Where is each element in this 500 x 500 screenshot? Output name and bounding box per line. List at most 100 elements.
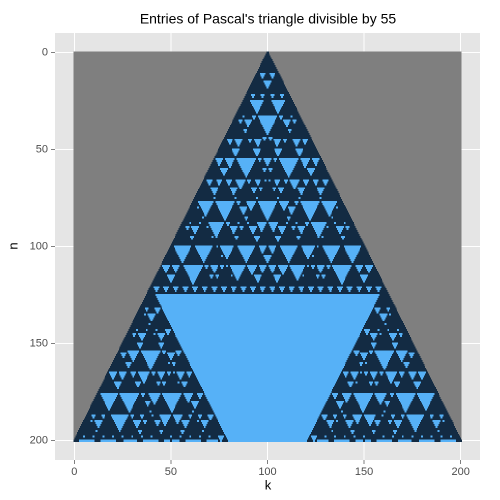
cell <box>82 422 96 425</box>
cell <box>153 363 174 367</box>
cell <box>348 398 357 402</box>
divisible-cell <box>394 381 401 384</box>
divisible-cell <box>254 109 260 112</box>
cell <box>370 288 377 291</box>
divisible-cell <box>336 400 345 404</box>
cell <box>357 373 366 376</box>
divisible-cell <box>351 261 354 264</box>
cell <box>279 278 297 281</box>
divisible-cell <box>337 286 344 289</box>
cell <box>206 171 223 175</box>
cell <box>242 119 245 122</box>
cell <box>265 138 270 142</box>
cell <box>295 121 304 124</box>
divisible-cell <box>380 361 389 365</box>
divisible-cell <box>289 179 300 182</box>
divisible-cell <box>160 377 163 380</box>
cell <box>369 398 378 402</box>
divisible-cell <box>281 272 285 275</box>
divisible-cell <box>268 179 271 182</box>
divisible-cell <box>421 400 432 404</box>
cell <box>106 373 111 376</box>
cell <box>423 435 432 438</box>
divisible-cell <box>259 72 266 76</box>
cell <box>385 394 392 398</box>
divisible-cell <box>225 433 311 437</box>
cell <box>153 317 168 320</box>
divisible-cell <box>375 352 394 355</box>
divisible-cell <box>253 105 262 109</box>
divisible-cell <box>194 231 197 235</box>
divisible-cell <box>204 264 209 268</box>
cell <box>396 429 415 433</box>
cell <box>384 396 399 400</box>
divisible-cell <box>304 142 307 145</box>
divisible-cell <box>144 307 149 310</box>
divisible-cell <box>283 179 289 182</box>
divisible-cell <box>396 328 400 332</box>
divisible-cell <box>266 86 269 89</box>
cell <box>278 183 292 186</box>
divisible-cell <box>254 179 262 182</box>
divisible-cell <box>309 288 314 291</box>
divisible-cell <box>237 245 256 248</box>
divisible-cell <box>120 375 125 378</box>
divisible-cell <box>194 371 342 374</box>
cell <box>233 202 238 206</box>
cell <box>242 270 251 274</box>
cell <box>324 276 339 279</box>
cell <box>157 270 166 274</box>
cell <box>140 422 145 425</box>
cell <box>354 259 373 262</box>
cell <box>226 216 245 219</box>
divisible-cell <box>255 197 259 200</box>
cell <box>397 342 414 345</box>
cell <box>336 222 345 225</box>
cell <box>371 309 376 312</box>
divisible-cell <box>154 420 161 423</box>
divisible-cell <box>275 278 280 281</box>
cell <box>259 150 276 153</box>
cell <box>310 158 313 161</box>
divisible-cell <box>336 206 339 209</box>
cell <box>274 121 285 124</box>
divisible-cell <box>376 354 393 357</box>
cell <box>183 373 188 376</box>
cell <box>266 179 269 182</box>
cell <box>207 422 220 425</box>
divisible-cell <box>318 191 323 194</box>
divisible-cell <box>261 270 264 274</box>
cell <box>218 233 318 237</box>
divisible-cell <box>148 315 155 318</box>
cell <box>102 420 115 423</box>
cell <box>439 422 454 425</box>
divisible-cell <box>372 377 376 380</box>
cell <box>347 358 364 361</box>
cell <box>291 171 310 175</box>
cell <box>451 435 461 438</box>
cell <box>191 416 200 419</box>
cell <box>336 381 348 384</box>
cell <box>415 373 420 376</box>
cell <box>375 336 392 339</box>
divisible-cell <box>195 373 341 376</box>
cell <box>241 140 250 143</box>
cell <box>371 266 376 270</box>
divisible-cell <box>429 414 434 417</box>
divisible-cell <box>186 356 349 359</box>
cell <box>131 323 149 326</box>
divisible-cell <box>216 160 223 163</box>
cell <box>323 286 328 289</box>
cell <box>327 181 334 184</box>
cell <box>230 165 241 169</box>
cell <box>347 272 379 275</box>
cell <box>111 404 126 407</box>
cell <box>395 373 401 376</box>
cell <box>244 96 253 99</box>
cell <box>266 51 269 54</box>
divisible-cell <box>148 323 151 326</box>
divisible-cell <box>169 280 173 283</box>
cell <box>234 115 243 118</box>
divisible-cell <box>143 313 147 316</box>
cell <box>399 424 412 427</box>
